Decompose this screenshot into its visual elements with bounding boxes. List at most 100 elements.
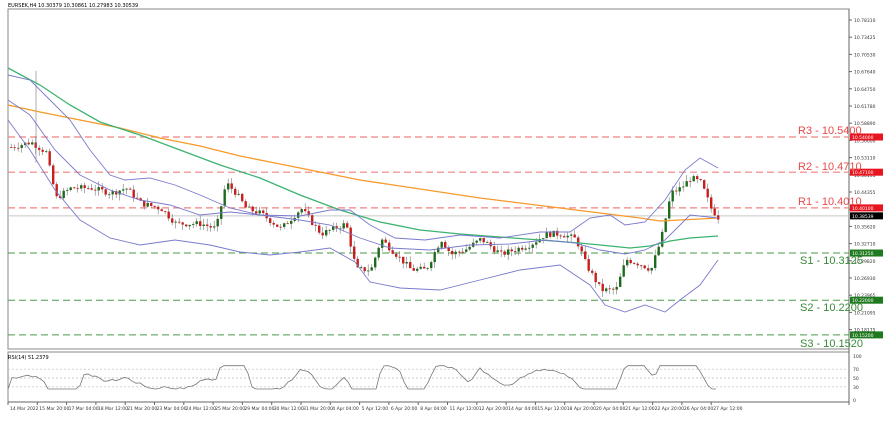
y-tick-label: 10.73425 xyxy=(854,35,876,41)
candle-body xyxy=(66,190,69,191)
candle-body xyxy=(482,238,485,243)
candle-body xyxy=(451,251,454,255)
candle-body xyxy=(129,188,132,190)
candle-body xyxy=(62,190,65,199)
candle-body xyxy=(601,283,604,292)
candle-body xyxy=(685,181,688,187)
candle-body xyxy=(706,188,709,198)
candle-body xyxy=(115,191,118,195)
candle-body xyxy=(346,223,349,228)
resistance-price-tag xyxy=(850,168,883,176)
support-price-tag-text: 10.31250 xyxy=(852,251,874,257)
candle-body xyxy=(692,176,695,182)
candle-body xyxy=(580,246,583,252)
candle-body xyxy=(510,249,513,252)
candle-body xyxy=(542,238,545,239)
candle-body xyxy=(671,190,674,202)
x-tick-label: 27 Apr 12:00 xyxy=(713,406,742,412)
resistance-price-tag xyxy=(850,133,883,141)
candle-body xyxy=(664,218,667,232)
y-tick-label: 10.26930 xyxy=(854,276,876,282)
candle-body xyxy=(419,266,422,269)
candle-body xyxy=(69,187,72,191)
candle-body xyxy=(717,215,720,220)
s2-label: S2 - 10.2200 xyxy=(800,302,863,314)
x-tick-label: 11 Apr 12:00 xyxy=(450,406,479,412)
candle-body xyxy=(321,232,324,236)
candle-body xyxy=(10,147,13,148)
candle-body xyxy=(426,268,429,269)
candle-body xyxy=(374,257,377,268)
main-panel xyxy=(7,8,850,350)
candle-body xyxy=(160,209,163,212)
candle-body xyxy=(486,242,489,244)
current-price-tag xyxy=(850,212,883,220)
y-tick-label: 10.61780 xyxy=(854,104,876,110)
candle-body xyxy=(584,251,587,260)
candle-body xyxy=(20,145,23,148)
y-tick-label: 10.50135 xyxy=(854,173,876,179)
s1-label: S1 - 10.3125 xyxy=(800,255,863,267)
rsi-axis-label: 30 xyxy=(853,385,859,391)
x-tick-label: 29 Mar 04:00 xyxy=(244,406,274,412)
candle-body xyxy=(227,183,230,190)
candle-body xyxy=(195,221,198,225)
candle-body xyxy=(146,202,149,207)
support-price-tag xyxy=(850,296,883,304)
x-tick-label: 18 Mar 12:00 xyxy=(98,406,128,412)
candle-body xyxy=(111,191,114,195)
candle-body xyxy=(381,239,384,248)
candle-body xyxy=(83,185,86,189)
candle-body xyxy=(258,210,261,214)
candle-body xyxy=(556,230,559,236)
y-tick-label: 10.67640 xyxy=(854,70,876,76)
r2-label: R2 - 10.4710 xyxy=(798,161,862,173)
candle-body xyxy=(209,225,212,228)
y-tick-label: 10.70530 xyxy=(854,52,876,58)
candle-body xyxy=(423,266,426,269)
candle-body xyxy=(545,231,548,239)
y-tick-label: 10.53110 xyxy=(854,156,876,162)
candle-body xyxy=(496,250,499,252)
candle-body xyxy=(45,151,48,153)
candle-body xyxy=(461,251,464,253)
candle-body xyxy=(367,270,370,272)
candle-body xyxy=(342,223,345,229)
x-tick-label: 5 Apr 12:00 xyxy=(362,406,389,412)
candle-body xyxy=(31,142,34,145)
candle-body xyxy=(444,241,447,248)
candle-body xyxy=(55,184,58,197)
candle-body xyxy=(559,235,562,237)
candle-body xyxy=(493,246,496,252)
candle-body xyxy=(552,230,555,237)
ma-orange-line xyxy=(7,104,719,222)
candle-body xyxy=(675,190,678,192)
candle-body xyxy=(615,286,618,290)
bollinger-upper xyxy=(7,74,719,241)
resistance-price-tag-text: 10.40100 xyxy=(852,206,874,212)
x-tick-label: 20 Apr 04:00 xyxy=(596,406,625,412)
candle-body xyxy=(678,187,681,192)
candle-body xyxy=(122,189,125,191)
candle-body xyxy=(188,224,191,227)
y-tick-label: 10.44355 xyxy=(854,190,876,196)
candle-body xyxy=(118,190,121,195)
candle-body xyxy=(598,282,601,284)
candle-body xyxy=(650,268,653,271)
candle-body xyxy=(318,225,321,233)
candle-body xyxy=(514,251,517,253)
x-tick-label: 21 Apr 12:00 xyxy=(625,406,654,412)
candle-body xyxy=(454,251,457,255)
candle-body xyxy=(286,223,289,225)
candle-body xyxy=(48,151,51,166)
rsi-label: RSI(14) 51.2379 xyxy=(8,355,49,361)
candle-body xyxy=(143,200,146,207)
candle-body xyxy=(573,234,576,238)
candle-body xyxy=(395,253,398,257)
candle-body xyxy=(192,224,195,225)
candle-body xyxy=(363,267,366,272)
candle-body xyxy=(587,259,590,271)
candle-body xyxy=(689,181,692,182)
